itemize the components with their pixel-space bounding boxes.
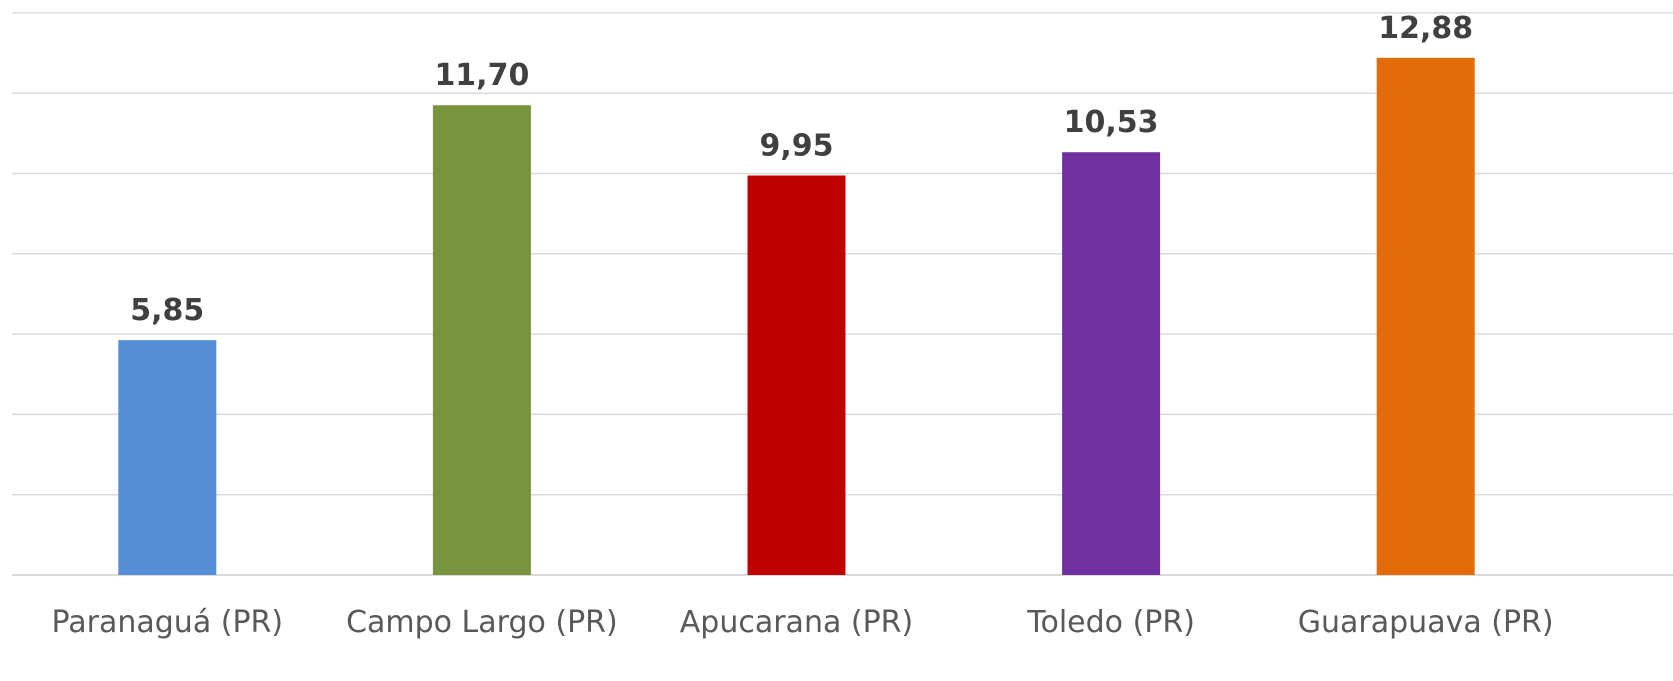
bars	[118, 57, 1475, 576]
x-tick-label: Toledo (PR)	[1026, 605, 1195, 640]
data-labels: 5,85 11,70 9,95 10,53 12,88	[130, 11, 1473, 328]
x-tick-label: Paranaguá (PR)	[52, 605, 284, 640]
data-label: 5,85	[130, 293, 204, 328]
x-tick-label: Campo Largo (PR)	[346, 605, 618, 640]
x-tick-label: Apucarana (PR)	[680, 605, 913, 640]
bar	[1062, 152, 1161, 575]
data-label: 10,53	[1064, 105, 1159, 140]
bar	[118, 340, 217, 575]
x-axis-tick-labels: Paranaguá (PR) Campo Largo (PR) Apucarana …	[52, 605, 1554, 640]
data-label: 9,95	[759, 129, 833, 164]
bar	[747, 175, 846, 575]
data-label: 12,88	[1378, 11, 1473, 46]
x-tick-label: Guarapuava (PR)	[1298, 605, 1554, 640]
bar	[432, 105, 531, 576]
bar	[1376, 57, 1475, 576]
data-label: 11,70	[434, 58, 529, 93]
